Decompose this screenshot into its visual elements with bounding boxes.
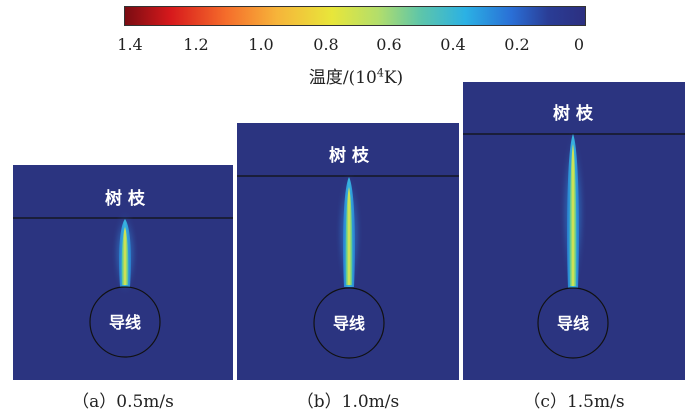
wire-label: 导线 <box>557 314 589 333</box>
caption-c: （c）1.5m/s <box>523 392 625 412</box>
flame-core <box>121 227 129 285</box>
wire-label: 导线 <box>109 313 141 332</box>
colorbar-tick: 0.2 <box>504 35 530 54</box>
colorbar-tick: 0.8 <box>313 35 339 54</box>
tree-label: 树 枝 <box>329 145 370 166</box>
tree-label: 树 枝 <box>105 188 146 209</box>
tree-label: 树 枝 <box>553 103 594 124</box>
colorbar-tick: 1.2 <box>183 35 209 54</box>
caption-a: （a）0.5m/s <box>72 392 174 412</box>
wire-circle <box>313 287 385 359</box>
wire-circle <box>89 286 161 358</box>
panel-c: 树 枝 导线 <box>463 82 685 380</box>
wire-circle <box>537 287 609 359</box>
colorbar-title: 温度/(104K) <box>308 66 404 88</box>
flame-core <box>345 187 353 285</box>
wire-label: 导线 <box>333 314 365 333</box>
panel-a: 树 枝 导线 <box>13 165 233 380</box>
colorbar-tick: 0.6 <box>376 35 402 54</box>
caption-b: （b）1.0m/s <box>296 392 400 412</box>
colorbar-tick: 0.4 <box>440 35 466 54</box>
panel-b: 树 枝 导线 <box>237 123 459 380</box>
flame-core <box>569 144 577 286</box>
colorbar: 1.4 1.2 1.0 0.8 0.6 0.4 0.2 0 温度/(104K) <box>117 6 588 90</box>
colorbar-tick: 1.0 <box>248 35 274 54</box>
colorbar-tick: 1.4 <box>117 35 143 54</box>
colorbar-tick: 0 <box>573 35 585 54</box>
colorbar-gradient <box>124 6 586 26</box>
